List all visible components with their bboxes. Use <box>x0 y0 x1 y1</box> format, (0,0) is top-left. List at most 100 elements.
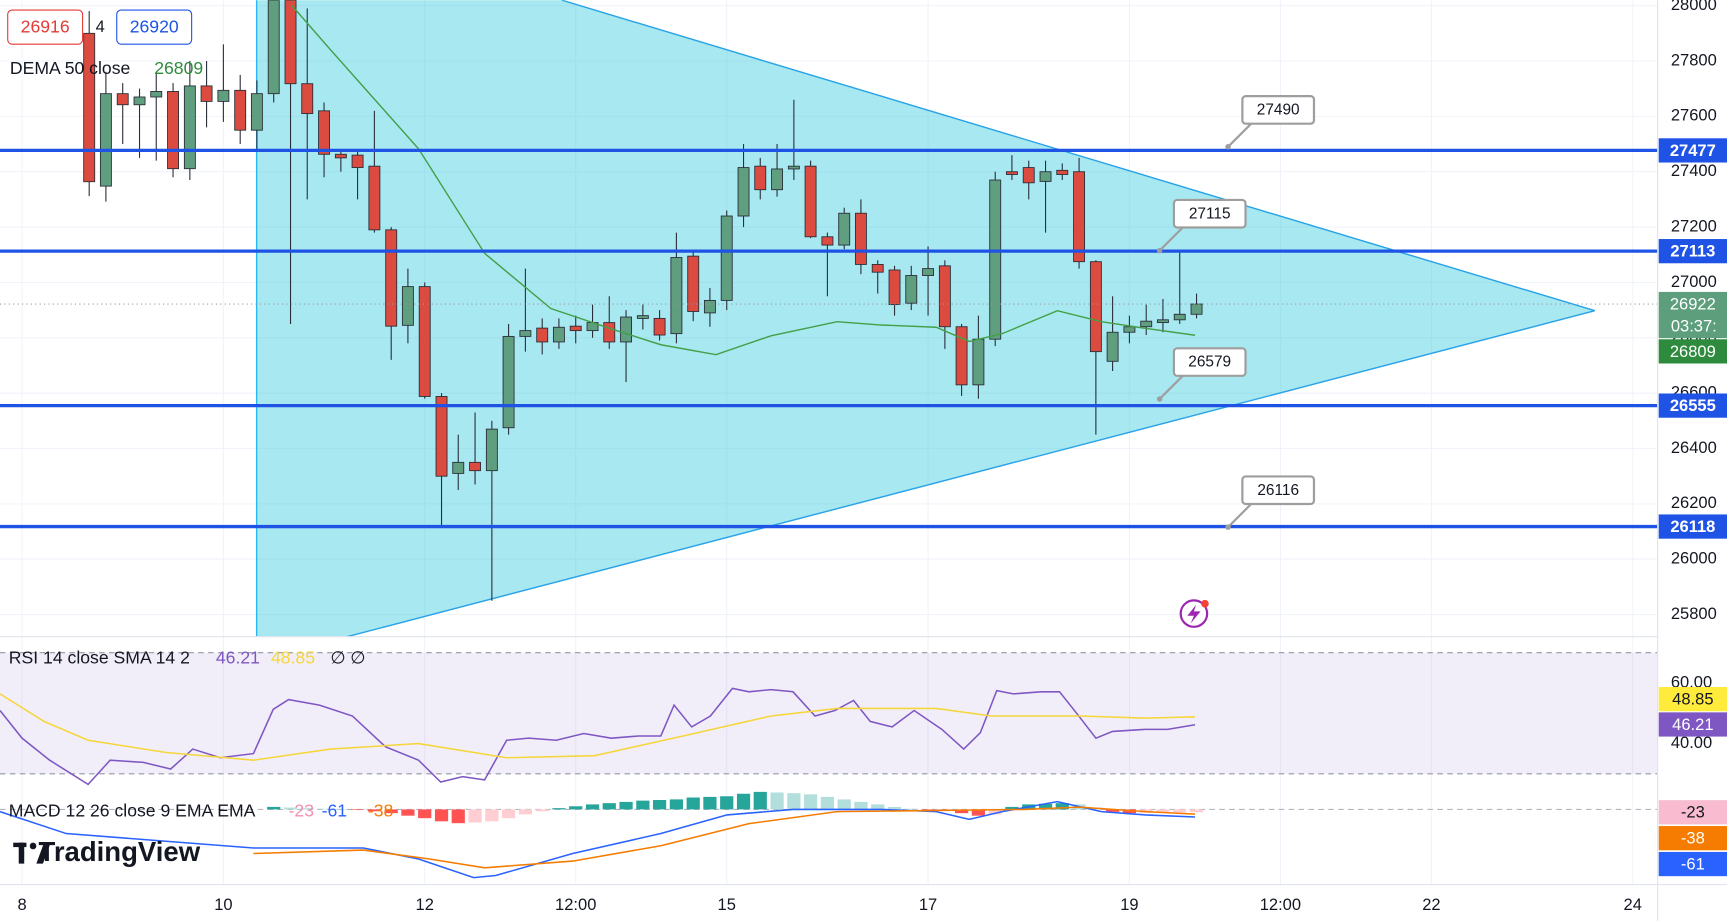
x-tick-label: 19 <box>1120 895 1138 914</box>
macd-hist-bar <box>636 800 650 810</box>
macd-hist-bar <box>887 806 902 810</box>
candle-body <box>1140 320 1153 328</box>
level-axis-box <box>1658 239 1727 264</box>
dema-legend-value: 26809 <box>154 58 203 78</box>
macd-hist-bar <box>552 808 566 810</box>
candle-body <box>720 215 733 301</box>
dema-axis-label: 26809 <box>1670 342 1716 361</box>
macd-hist-bar <box>904 808 918 810</box>
candle-body <box>99 93 112 187</box>
dema-legend: DEMA 50 close <box>10 58 131 78</box>
ask-box[interactable] <box>116 9 193 45</box>
rsi-sma-legend-value: 48.85 <box>271 647 315 667</box>
macd-hist-bar <box>669 799 684 810</box>
macd-hist-bar <box>736 793 751 810</box>
macd-hist-bar <box>753 791 767 810</box>
macd-hist-bar <box>988 809 1002 815</box>
macd-hist-bar <box>686 797 700 810</box>
callout-label: 26116 <box>1257 482 1299 499</box>
macd-hist-bar <box>871 804 885 810</box>
macd-axis-label: -38 <box>1681 829 1705 848</box>
candle-body <box>183 85 196 170</box>
candle-body <box>351 154 364 169</box>
rsi-flag: ∅ <box>350 647 365 667</box>
callout-box <box>1241 475 1316 506</box>
ask-price: 26920 <box>130 16 179 36</box>
callout-anchor <box>1156 396 1163 402</box>
candle-body <box>435 396 448 477</box>
candle-body <box>687 255 700 312</box>
callout-box <box>1172 347 1247 377</box>
logo-mark <box>29 842 37 850</box>
candle-body <box>250 93 263 131</box>
y-tick-label: 26200 <box>1671 493 1717 512</box>
candle-body <box>133 96 146 106</box>
macd-hist-bar <box>535 809 549 812</box>
macd-axis-label: -23 <box>1681 803 1705 822</box>
bid-box[interactable] <box>7 9 84 45</box>
y-tick-label: 27800 <box>1671 50 1717 69</box>
macd-axis-box <box>1658 826 1727 851</box>
y-tick-label: 25800 <box>1671 604 1717 623</box>
x-tick-label: 22 <box>1422 895 1440 914</box>
macd-hist-bar <box>300 808 314 810</box>
macd-hist-bar <box>820 796 835 810</box>
candle-body <box>888 269 901 306</box>
last-price-box <box>1658 291 1727 339</box>
candle-body <box>821 236 834 246</box>
triangle-pattern <box>256 0 1595 637</box>
candle-body <box>754 165 767 191</box>
macd-hist-bar <box>1038 803 1053 810</box>
x-tick-label: 24 <box>1624 895 1642 914</box>
alert-icon[interactable] <box>1179 599 1209 628</box>
macd-legend-value: -61 <box>322 801 347 821</box>
y-tick-label: 27400 <box>1671 161 1717 180</box>
rsi-legend: RSI 14 close SMA 14 2 <box>9 647 190 667</box>
rsi-line <box>0 687 1196 786</box>
drawing-layer <box>255 0 1596 637</box>
price-pane <box>0 0 1658 601</box>
macd-hist-bar <box>350 809 365 811</box>
candle-body <box>1073 171 1086 263</box>
macd-hist-bar <box>485 809 499 822</box>
icon-bolt <box>1187 604 1201 624</box>
candle-body <box>636 315 649 319</box>
tradingview-logo[interactable]: TradingView <box>13 836 201 867</box>
macd-hist-bar <box>602 803 616 810</box>
callout-pointer <box>1158 225 1185 252</box>
y-tick-label: 27200 <box>1671 216 1717 235</box>
level-axis-box <box>1658 138 1727 163</box>
candle-body <box>653 317 666 336</box>
dema-axis-box <box>1658 339 1727 364</box>
candle-body <box>200 85 213 102</box>
macd-axis-box <box>1658 851 1727 877</box>
indicator-panes <box>0 652 1658 879</box>
candle-body <box>150 91 163 98</box>
candle-body <box>670 257 683 335</box>
x-tick-label: 12:00 <box>555 895 596 914</box>
candle-body <box>552 326 565 343</box>
candle-body <box>418 286 431 397</box>
last-price-label: 26922 <box>1670 294 1716 313</box>
candle-body <box>217 89 230 102</box>
callout-pointer <box>1158 373 1185 400</box>
callout-anchor <box>1156 247 1163 254</box>
callout-label: 27115 <box>1189 205 1231 222</box>
macd-hist-bar <box>1189 809 1204 813</box>
candle-body <box>787 165 800 170</box>
rsi-legend-value: 46.21 <box>216 647 260 667</box>
macd-hist-bar <box>770 792 784 810</box>
macd-legend: MACD 12 26 close 9 EMA EMA <box>9 801 256 821</box>
candle-body <box>737 167 750 217</box>
spread: 4 <box>96 17 105 36</box>
callout-box <box>1241 95 1316 125</box>
logo-text: TradingView <box>39 836 201 867</box>
macd-line <box>253 806 1196 869</box>
candle-body <box>871 264 884 273</box>
candle-body <box>804 165 817 238</box>
x-tick-label: 10 <box>214 895 232 914</box>
candle-body <box>267 0 280 95</box>
macd-hist-bar <box>267 806 281 810</box>
candle-body <box>1173 313 1186 321</box>
